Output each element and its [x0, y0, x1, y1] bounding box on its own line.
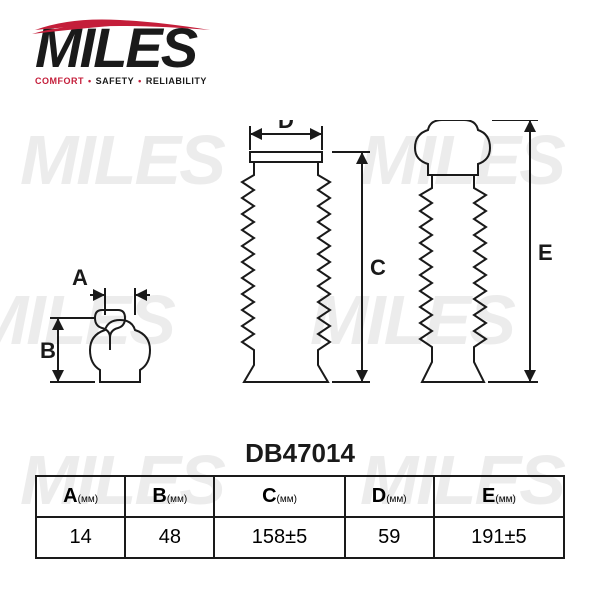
svg-text:E: E	[538, 240, 553, 265]
value-a: 14	[36, 517, 125, 558]
svg-text:C: C	[370, 255, 386, 280]
col-header-e: E(мм)	[434, 476, 564, 517]
bump-stop-shape: A B	[40, 265, 150, 382]
col-header-a: A(мм)	[36, 476, 125, 517]
assembly-shape: E	[415, 120, 553, 382]
value-e: 191±5	[434, 517, 564, 558]
value-c: 158±5	[214, 517, 344, 558]
value-d: 59	[345, 517, 434, 558]
svg-text:A: A	[72, 265, 88, 290]
value-b: 48	[125, 517, 214, 558]
svg-text:B: B	[40, 338, 56, 363]
dimensions-table: A(мм) B(мм) C(мм) D(мм) E(мм) 14 48 158±…	[35, 475, 565, 559]
dust-boot-shape: D C	[242, 120, 386, 382]
part-code: DB47014	[0, 438, 600, 469]
col-header-d: D(мм)	[345, 476, 434, 517]
col-header-b: B(мм)	[125, 476, 214, 517]
svg-text:D: D	[278, 120, 294, 133]
brand-logo: MILES COMFORT•SAFETY•RELIABILITY	[35, 20, 207, 86]
col-header-c: C(мм)	[214, 476, 344, 517]
logo-swoosh-icon	[30, 12, 230, 42]
table-header-row: A(мм) B(мм) C(мм) D(мм) E(мм)	[36, 476, 564, 517]
brand-tagline: COMFORT•SAFETY•RELIABILITY	[35, 76, 207, 86]
technical-diagram: A B D C E	[40, 120, 560, 430]
table-value-row: 14 48 158±5 59 191±5	[36, 517, 564, 558]
